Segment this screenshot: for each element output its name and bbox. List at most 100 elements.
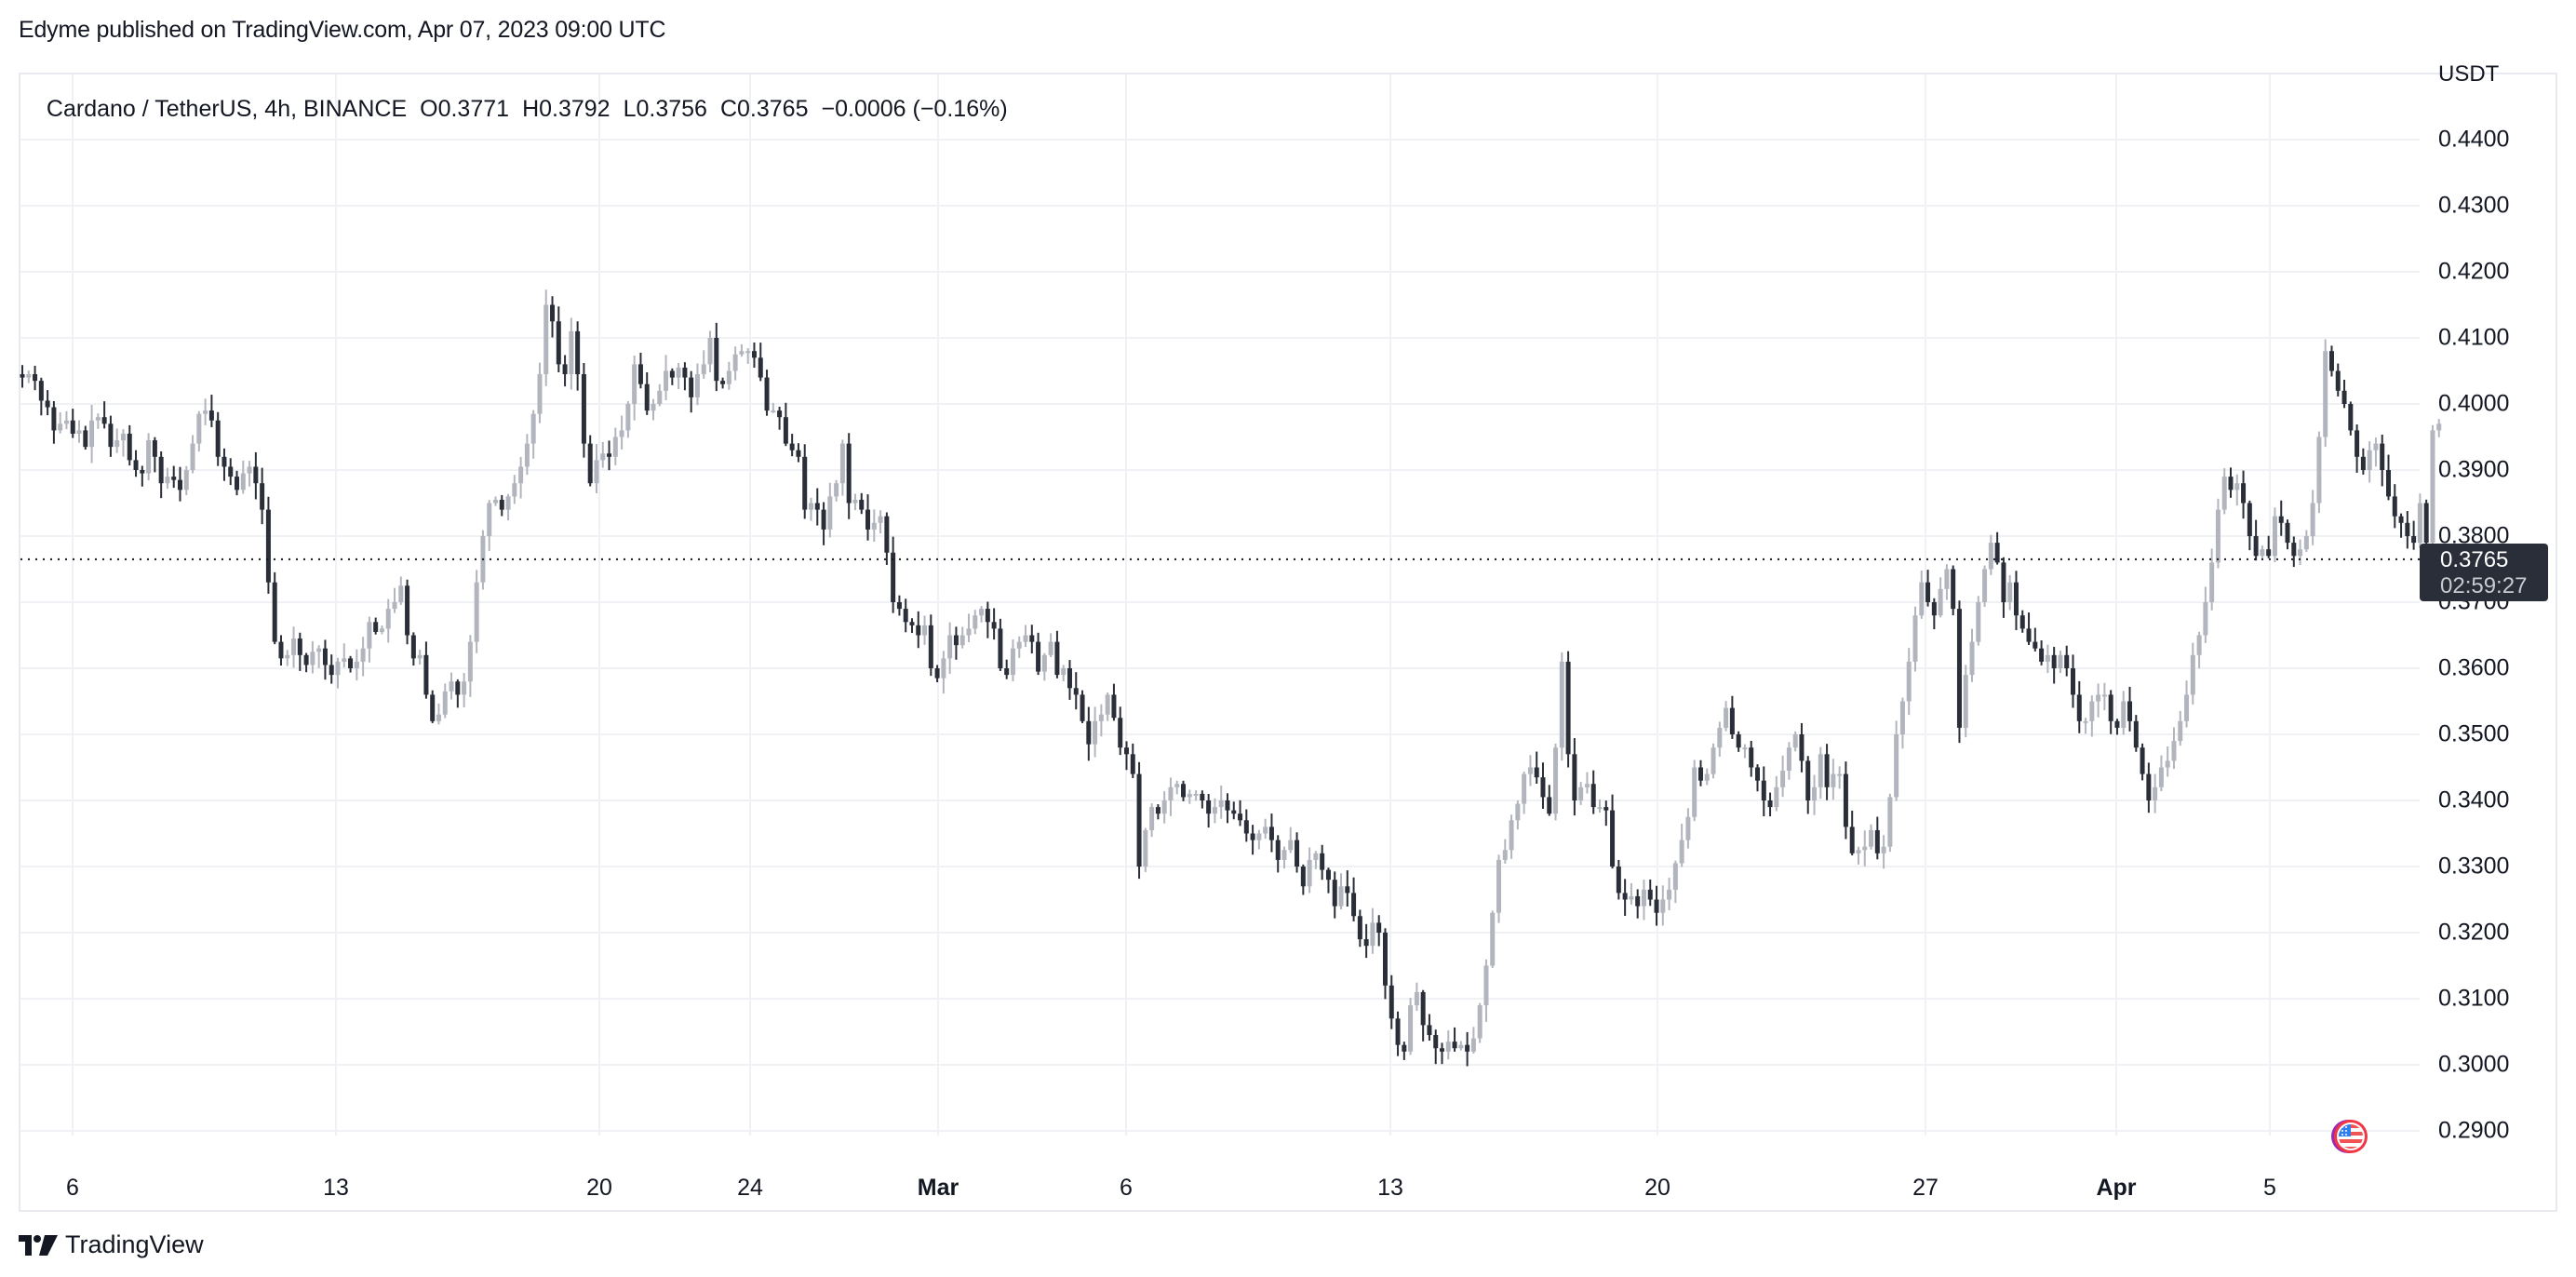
candle-body xyxy=(1181,784,1187,798)
candle-body xyxy=(1470,1038,1476,1052)
candle-body xyxy=(152,440,157,457)
candle-body xyxy=(1080,694,1085,721)
candle-body xyxy=(2089,701,2095,721)
candle-body xyxy=(127,433,132,461)
candle-body xyxy=(1124,747,1129,755)
candle-body xyxy=(385,609,391,629)
price-tick: 0.3500 xyxy=(2438,720,2510,747)
legend-change: −0.0006 (−0.16%) xyxy=(821,96,1008,122)
candle-body xyxy=(632,364,637,404)
candle-body xyxy=(720,381,726,384)
candle-body xyxy=(1263,827,1268,834)
candle-body xyxy=(367,622,372,649)
candle-body xyxy=(285,654,290,659)
candle-body xyxy=(51,407,57,431)
candle-body xyxy=(2153,786,2158,800)
candle-body xyxy=(2045,654,2050,662)
candle-body xyxy=(1767,800,1773,808)
candle-body xyxy=(1862,846,1868,851)
candle-body xyxy=(1433,1035,1439,1049)
candle-body xyxy=(2133,720,2139,748)
candle-body xyxy=(2392,496,2397,517)
candle-body xyxy=(322,648,328,665)
candle-body xyxy=(2064,654,2070,668)
candle-body xyxy=(2398,516,2404,523)
price-tick: 0.4200 xyxy=(2438,258,2510,285)
candle-body xyxy=(1300,867,1306,887)
candle-body xyxy=(208,410,214,421)
legend-symbol[interactable]: Cardano / TetherUS, 4h, BINANCE xyxy=(46,96,408,122)
candle-body xyxy=(203,410,208,414)
candle-body xyxy=(430,694,436,721)
candle-body xyxy=(1483,965,1489,1006)
candle-body xyxy=(839,443,845,484)
candle-body xyxy=(903,609,908,623)
candle-body xyxy=(896,602,902,610)
us-flag-event-icon[interactable] xyxy=(2330,1117,2369,1156)
candle-body xyxy=(2108,694,2113,721)
candle-body xyxy=(1749,747,1754,768)
candle-body xyxy=(462,681,467,695)
candle-body xyxy=(871,522,877,530)
candle-body xyxy=(865,509,871,530)
candle-body xyxy=(1899,701,1905,734)
candle-body xyxy=(2101,694,2107,697)
candle-body xyxy=(2234,483,2240,491)
candle-body xyxy=(1780,771,1786,787)
candle-body xyxy=(789,443,795,450)
candle-body xyxy=(2328,351,2334,371)
candle-body xyxy=(291,638,297,655)
candle-body xyxy=(2316,437,2322,504)
candle-body xyxy=(2158,767,2164,787)
candle-body xyxy=(1023,635,1028,642)
candle-body xyxy=(2373,443,2379,450)
candle-body xyxy=(1774,786,1779,808)
candle-body xyxy=(1869,829,1874,847)
candle-body xyxy=(1534,767,1539,778)
candle-body xyxy=(1944,569,1950,589)
candle-body xyxy=(1724,707,1729,728)
candle-body xyxy=(2026,628,2032,642)
candle-body xyxy=(1313,853,1319,860)
candle-body xyxy=(664,370,669,391)
price-tick: 0.4400 xyxy=(2438,126,2510,153)
candle-body xyxy=(2051,654,2057,668)
candle-body xyxy=(1281,850,1287,860)
candle-body xyxy=(1073,688,1079,695)
candle-body xyxy=(771,410,776,413)
candle-body xyxy=(1193,793,1199,796)
candle-body xyxy=(689,377,694,397)
symbol-legend: Cardano / TetherUS, 4h, BINANCE O0.3771 H0… xyxy=(34,69,1021,123)
candle-body xyxy=(1376,922,1382,933)
time-tick: 5 xyxy=(2263,1175,2276,1201)
candle-body xyxy=(1597,807,1603,810)
candle-body xyxy=(966,628,972,636)
candle-body xyxy=(859,499,865,510)
candle-body xyxy=(1345,886,1350,894)
candle-body xyxy=(1837,773,1843,776)
candle-body xyxy=(600,453,606,461)
candle-body xyxy=(878,516,883,523)
candle-body xyxy=(1515,803,1521,821)
candle-body xyxy=(991,622,997,629)
candle-body xyxy=(423,654,429,695)
candle-body xyxy=(934,668,940,679)
candle-body xyxy=(76,430,82,434)
candle-body xyxy=(922,625,928,636)
candle-body xyxy=(2007,582,2013,602)
tradingview-logo[interactable]: TradingView xyxy=(19,1230,204,1259)
candle-body xyxy=(1641,889,1646,907)
candle-body xyxy=(2146,773,2152,800)
last-price-label: 0.3765 02:59:27 xyxy=(2420,544,2548,601)
candle-body xyxy=(493,499,498,504)
candle-body xyxy=(1143,829,1148,867)
candle-body xyxy=(1111,694,1117,719)
candle-body xyxy=(2209,562,2215,602)
candle-body xyxy=(1672,863,1678,890)
candle-body xyxy=(1054,641,1060,676)
candle-body xyxy=(2039,648,2045,662)
candle-body xyxy=(1692,767,1697,817)
candle-body xyxy=(114,440,120,448)
candle-body xyxy=(133,460,139,470)
